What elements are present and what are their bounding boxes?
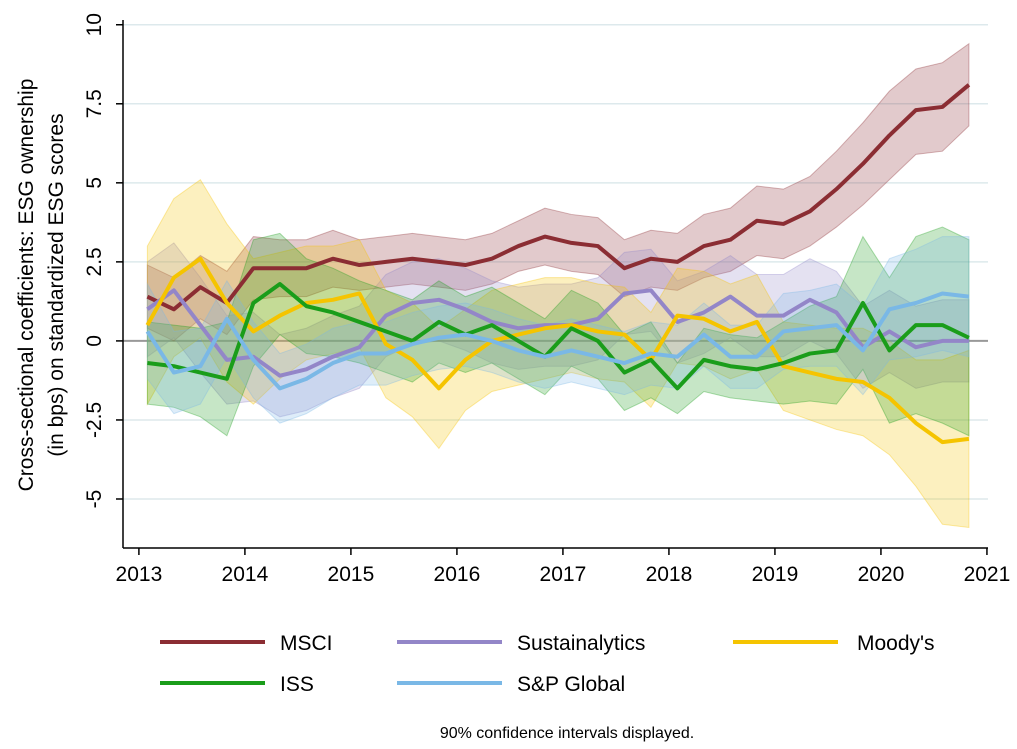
legend-label: Sustainalytics	[517, 632, 645, 655]
legend-label: Moody's	[857, 632, 935, 655]
y-tick-label: 0	[83, 335, 106, 347]
legend-label: ISS	[280, 673, 314, 696]
x-tick-label: 2018	[646, 563, 693, 586]
y-axis-title: Cross-sectional coefficients: ESG owners…	[15, 79, 68, 492]
y-tick-group: -2.5	[83, 402, 106, 438]
y-tick-group: 0	[83, 335, 106, 347]
y-tick-label: 5	[83, 177, 106, 189]
x-tick-label: 2019	[752, 563, 799, 586]
y-tick-label: -5	[83, 490, 106, 509]
y-axis-title-line: Cross-sectional coefficients: ESG owners…	[15, 79, 38, 492]
x-tick-label: 2020	[858, 563, 905, 586]
series-line	[145, 291, 970, 391]
x-tick-label: 2016	[434, 563, 481, 586]
y-tick-group: 10	[83, 13, 106, 36]
confidence-band	[146, 42, 970, 342]
y-tick-group: 2.5	[83, 247, 106, 276]
series-line	[145, 256, 970, 445]
y-tick-label: 7.5	[83, 89, 106, 118]
x-tick-label: 2021	[964, 563, 1011, 586]
chart-note: 90% confidence intervals displayed.	[440, 725, 694, 742]
y-tick-label: -2.5	[83, 402, 106, 438]
x-tick-label: 2015	[328, 563, 375, 586]
series-line	[147, 282, 970, 391]
confidence-band	[146, 226, 970, 437]
x-tick-label: 2017	[540, 563, 587, 586]
legend-label: MSCI	[280, 632, 333, 655]
y-tick-label: 10	[83, 13, 106, 36]
x-tick-label: 2013	[116, 563, 163, 586]
y-tick-group: 5	[83, 177, 106, 189]
y-tick-group: 7.5	[83, 89, 106, 118]
y-tick-group: -5	[83, 490, 106, 509]
y-tick-label: 2.5	[83, 247, 106, 276]
x-tick-label: 2014	[222, 563, 269, 586]
legend-label: S&P Global	[517, 673, 625, 696]
y-axis-title-line: (in bps) on standardized ESG scores	[45, 113, 68, 456]
series-line	[146, 83, 971, 312]
confidence-band	[146, 236, 970, 424]
